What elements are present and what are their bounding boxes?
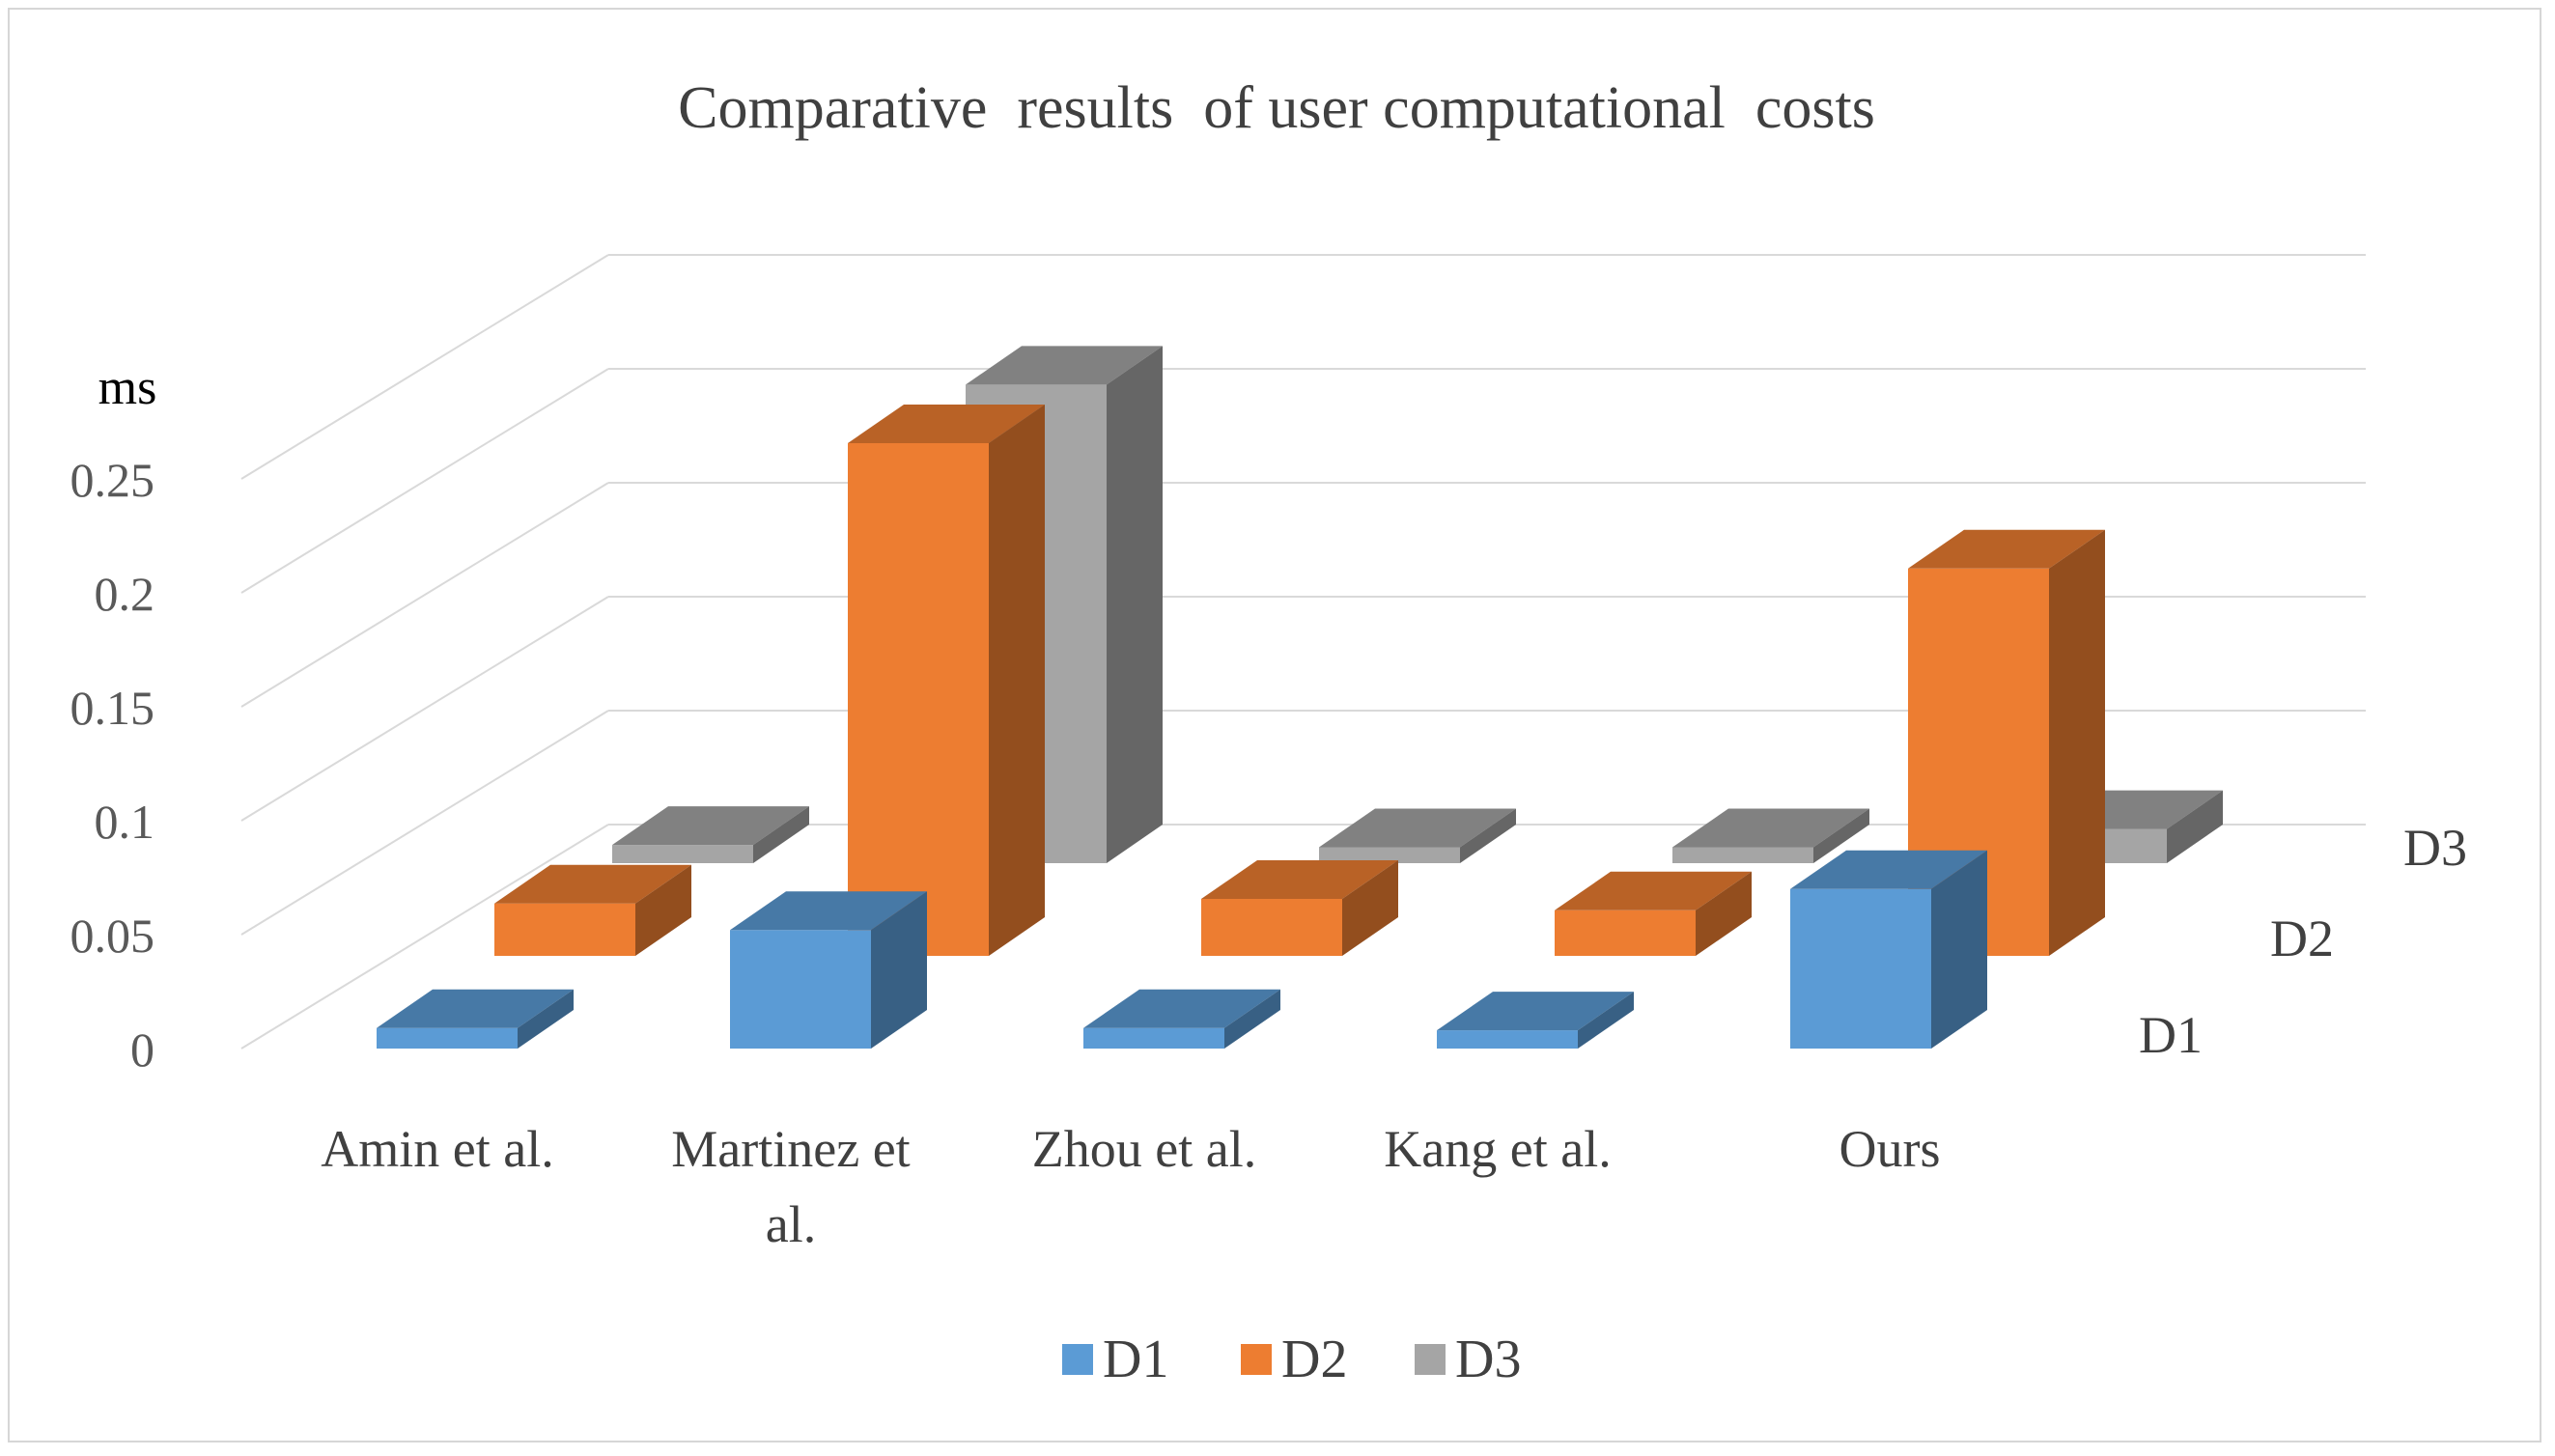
- bar-d3-4: [1672, 808, 1869, 863]
- y-axis-label: ms: [98, 360, 157, 415]
- depth-axis-label: D2: [2270, 910, 2334, 967]
- bar-d3-3: [1319, 808, 1516, 863]
- y-tick-label: 0.2: [95, 567, 155, 621]
- side-gridline: [240, 368, 609, 594]
- legend-label-d2: D2: [1281, 1330, 1347, 1389]
- category-label: Kang et al.: [1384, 1120, 1611, 1178]
- category-label: Zhou et al.: [1032, 1120, 1256, 1178]
- chart-svg: Comparative results of user computationa…: [70, 75, 2468, 1389]
- bar-d1-5: [1790, 850, 1987, 1049]
- legend-label-d3: D3: [1455, 1330, 1521, 1389]
- side-gridline: [240, 824, 609, 1050]
- legend-swatch-d3: [1415, 1344, 1446, 1375]
- category-label: Amin et al.: [321, 1120, 553, 1178]
- bar-d1-4: [1437, 992, 1634, 1049]
- side-gridline: [240, 596, 609, 822]
- depth-axis-label: D1: [2139, 1006, 2203, 1064]
- legend: D1 D2 D3: [1062, 1330, 1521, 1389]
- bar-d1-2: [730, 891, 927, 1049]
- category-label: al.: [766, 1195, 816, 1253]
- bar-d2-2: [848, 405, 1045, 956]
- bar-d2-1: [494, 864, 691, 956]
- depth-axis-label: D3: [2403, 819, 2467, 877]
- side-gridline: [240, 254, 609, 480]
- y-tick-label: 0.1: [95, 795, 155, 849]
- chart-title: Comparative results of user computationa…: [678, 75, 1875, 141]
- legend-label-d1: D1: [1103, 1330, 1168, 1389]
- category-label: Ours: [1839, 1120, 1941, 1178]
- bar-d2-3: [1201, 860, 1398, 956]
- labels-layer: Amin et al. Martinez et al. Zhou et al. Kang…: [321, 819, 2467, 1253]
- chart-frame: Comparative results of user computationa…: [8, 8, 2541, 1442]
- legend-swatch-d2: [1241, 1344, 1272, 1375]
- y-tick-label: 0.05: [70, 909, 155, 963]
- y-tick-label: 0.15: [70, 681, 155, 735]
- category-label: Martinez et: [671, 1120, 910, 1178]
- legend-swatch-d1: [1062, 1344, 1093, 1375]
- side-gridline: [240, 482, 609, 708]
- bars-layer: [377, 346, 2223, 1049]
- bar-d1-1: [377, 989, 574, 1049]
- y-tick-label: 0.25: [70, 453, 155, 507]
- bar-d2-4: [1555, 871, 1752, 956]
- side-gridline: [240, 710, 609, 936]
- bar-d3-1: [612, 806, 809, 863]
- y-tick-label: 0: [130, 1022, 154, 1077]
- bar-d1-3: [1083, 989, 1280, 1049]
